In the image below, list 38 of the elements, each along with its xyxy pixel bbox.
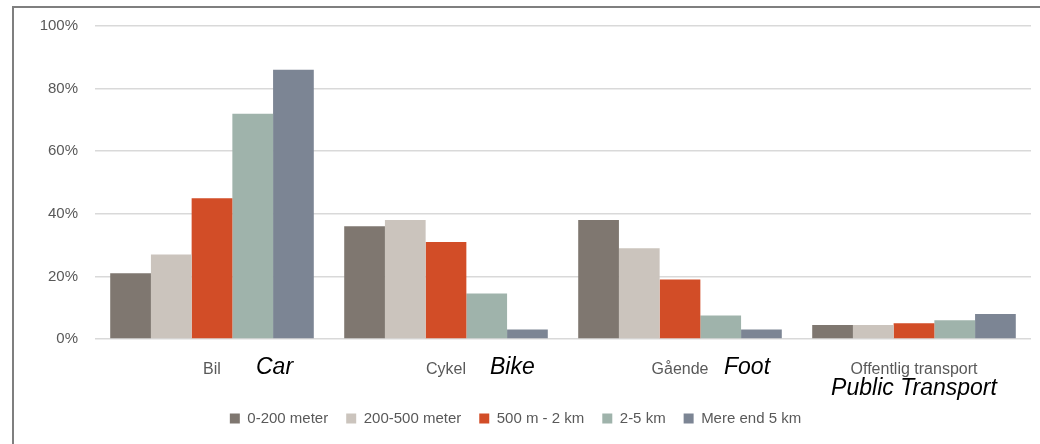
legend-label: Mere end 5 km	[701, 408, 802, 426]
legend-label: 2-5 km	[619, 408, 666, 426]
text: Car	[256, 353, 295, 380]
bar	[191, 198, 233, 339]
bar	[812, 324, 853, 339]
x-tick-label: Bil	[203, 360, 221, 378]
y-tick-label: 100%	[39, 16, 78, 34]
text: Foot	[724, 353, 772, 380]
legend-label: 0-200 meter	[247, 408, 329, 426]
x-tick-label: Gående	[651, 360, 709, 378]
y-tick-label: 0%	[56, 329, 78, 347]
y-tick-label: 40%	[47, 203, 78, 221]
x-tick-label: Cykel	[425, 360, 467, 378]
bar	[507, 329, 548, 339]
bar	[934, 320, 976, 339]
y-tick-label: 20%	[47, 266, 78, 284]
y-tick-label: 60%	[47, 141, 78, 159]
legend-label: 200-500 meter	[363, 408, 462, 426]
bar	[741, 329, 782, 339]
legend-label: 500 m - 2 km	[496, 408, 585, 426]
bar	[893, 323, 935, 339]
bar	[384, 220, 426, 339]
bar	[232, 113, 274, 339]
text: Bike	[490, 353, 535, 380]
y-tick-label: 80%	[47, 78, 78, 96]
bar	[466, 293, 508, 339]
bar	[344, 226, 385, 339]
bar	[852, 324, 894, 339]
bar	[975, 313, 1016, 339]
bar	[273, 69, 314, 339]
bar	[659, 279, 701, 339]
x-tick-label: Offentlig transport	[850, 360, 978, 378]
bar	[578, 220, 619, 339]
bar	[700, 315, 742, 339]
bar	[150, 254, 192, 339]
bar	[618, 248, 660, 339]
bar	[425, 241, 467, 339]
bar	[110, 273, 151, 339]
